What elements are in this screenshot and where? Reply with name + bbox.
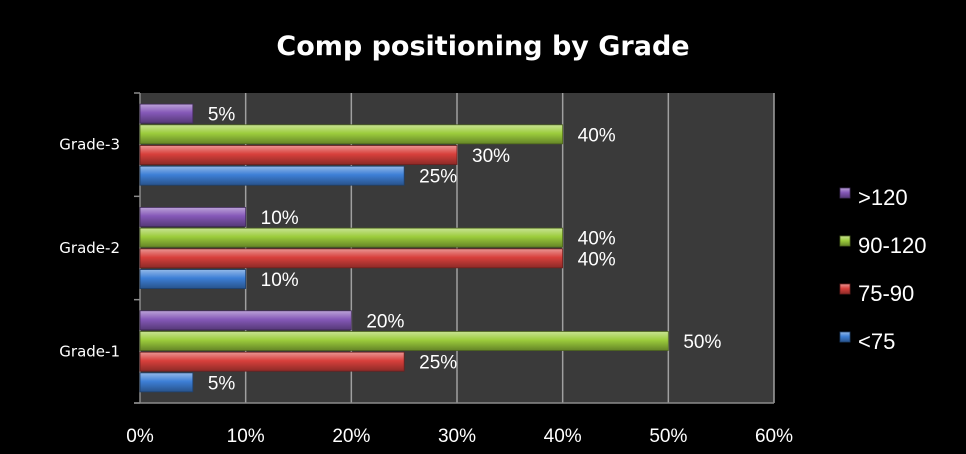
bar-75-90-grade-1 bbox=[139, 351, 405, 372]
legend-marker-lt-75 bbox=[839, 331, 851, 343]
x-tick-label: 60% bbox=[755, 426, 793, 447]
legend-marker-90-120 bbox=[839, 235, 851, 247]
category-label: Grade-1 bbox=[59, 342, 120, 360]
legend-marker-75-90 bbox=[839, 283, 851, 295]
data-label: 40% bbox=[578, 125, 616, 146]
category-labels: Grade-1 Grade-2 Grade-3 bbox=[59, 136, 120, 361]
data-label: 10% bbox=[261, 270, 299, 291]
chart-title: Comp positioning by Grade bbox=[276, 31, 689, 62]
bar-75-90-grade-2 bbox=[139, 248, 564, 269]
bar-lt-75-grade-3 bbox=[139, 165, 405, 186]
x-tick-label: 50% bbox=[649, 426, 687, 447]
legend-label-90-120: 90-120 bbox=[858, 233, 927, 258]
data-label: 40% bbox=[578, 229, 616, 250]
bar-90-120-grade-2 bbox=[139, 227, 564, 248]
data-label: 25% bbox=[419, 353, 457, 374]
data-label: 50% bbox=[683, 332, 721, 353]
x-tick-label: 0% bbox=[126, 426, 154, 447]
x-tick-label: 10% bbox=[227, 426, 265, 447]
legend-label-gt-120: >120 bbox=[858, 185, 908, 210]
category-label: Grade-2 bbox=[59, 239, 120, 257]
axes bbox=[134, 92, 774, 404]
bars bbox=[139, 103, 669, 393]
x-tick-label: 30% bbox=[438, 426, 476, 447]
bar-90-120-grade-1 bbox=[139, 331, 669, 351]
bar-gt-120-grade-2 bbox=[139, 207, 247, 227]
data-labels: 5%25%50%20%10%40%40%10%25%30%40%5% bbox=[208, 105, 722, 395]
legend-marker-gt-120 bbox=[839, 187, 851, 199]
data-label: 40% bbox=[578, 249, 616, 270]
legend: >120 90-120 75-90 <75 bbox=[839, 185, 927, 354]
bar-75-90-grade-3 bbox=[139, 145, 458, 165]
data-label: 10% bbox=[261, 208, 299, 229]
bar-lt-75-grade-1 bbox=[139, 372, 194, 393]
bar-90-120-grade-3 bbox=[139, 124, 564, 145]
data-label: 20% bbox=[366, 311, 404, 332]
legend-label-75-90: 75-90 bbox=[858, 281, 914, 306]
data-label: 5% bbox=[208, 373, 236, 394]
x-tick-label: 40% bbox=[544, 426, 582, 447]
legend-label-lt-75: <75 bbox=[858, 329, 895, 354]
data-label: 5% bbox=[208, 105, 236, 126]
data-label: 30% bbox=[472, 146, 510, 167]
x-tick-labels: 0% 10% 20% 30% 40% 50% 60% bbox=[126, 426, 793, 447]
gridlines bbox=[244, 93, 775, 403]
bar-gt-120-grade-3 bbox=[139, 103, 194, 124]
x-tick-label: 20% bbox=[332, 426, 370, 447]
bar-gt-120-grade-1 bbox=[139, 310, 352, 331]
data-label: 25% bbox=[419, 167, 457, 188]
category-label: Grade-3 bbox=[59, 136, 120, 154]
bar-lt-75-grade-2 bbox=[139, 269, 247, 289]
